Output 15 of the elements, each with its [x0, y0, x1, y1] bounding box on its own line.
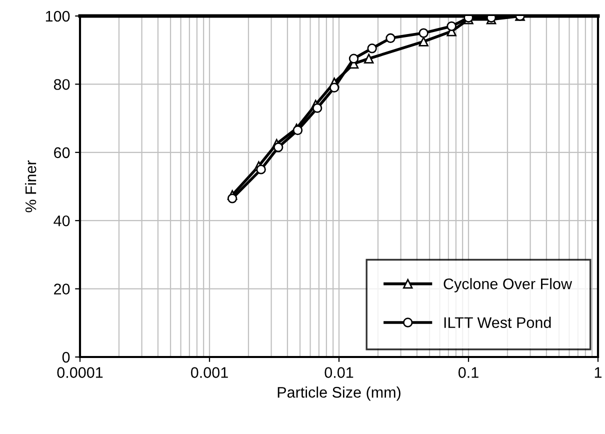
x-tick-label: 0.01 — [324, 367, 354, 378]
y-axis-title: % Finer — [24, 160, 36, 212]
y-tick-label: 100 — [46, 10, 70, 22]
x-tick-label: 0.001 — [190, 367, 228, 378]
y-tick-label: 80 — [54, 79, 70, 90]
x-tick-label: 0.0001 — [57, 367, 103, 378]
legend-label: Cyclone Over Flow — [444, 278, 572, 292]
x-axis-title: Particle Size (mm) — [278, 386, 400, 401]
y-tick-label: 40 — [54, 215, 70, 226]
y-tick-label: 20 — [54, 284, 70, 294]
x-tick-label: 1 — [594, 367, 602, 378]
y-tick-label: 0 — [62, 352, 70, 363]
y-tick-label: 60 — [54, 147, 70, 158]
x-tick-label: 0.1 — [458, 367, 478, 378]
legend-label: ILTT West Pond — [444, 316, 551, 328]
